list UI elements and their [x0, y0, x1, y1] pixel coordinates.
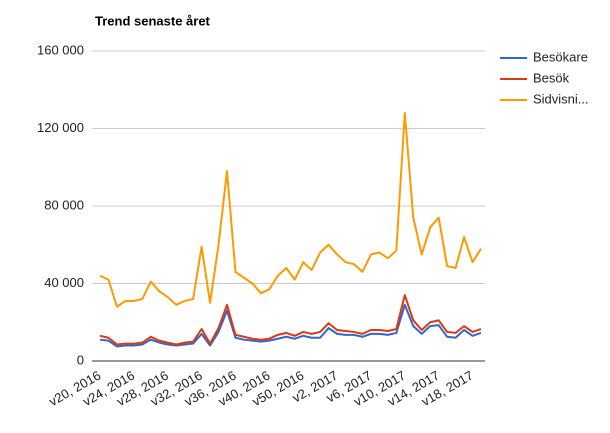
series-line	[99, 112, 482, 308]
legend-label: Sidvisni...	[533, 91, 589, 106]
chart-title: Trend senaste året	[95, 13, 211, 28]
y-tick-label: 0	[77, 352, 84, 367]
y-tick-label: 80 000	[44, 197, 84, 212]
series-line	[99, 294, 482, 346]
legend-label: Besökare	[533, 49, 588, 64]
y-tick-label: 120 000	[37, 120, 84, 135]
legend-label: Besök	[533, 70, 570, 85]
y-tick-label: 160 000	[37, 42, 84, 57]
y-tick-label: 40 000	[44, 275, 84, 290]
series-line	[99, 303, 482, 348]
